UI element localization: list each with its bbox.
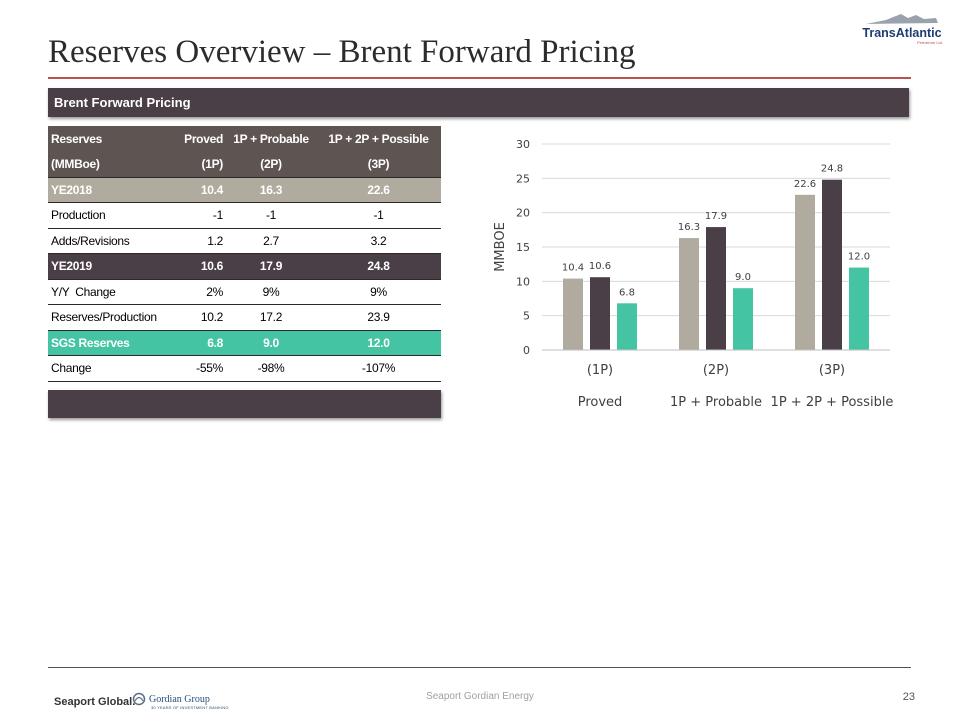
x-category-label: (2P) (703, 363, 729, 378)
bar-ye2019 (590, 277, 610, 350)
table-cell: 16.3 (226, 177, 316, 203)
table-cell: 17.9 (226, 253, 316, 280)
table-cell: 9% (316, 279, 441, 305)
section-header: Brent Forward Pricing (48, 88, 909, 117)
y-tick-label: 10 (516, 275, 530, 288)
table-cell: 10.2 (166, 304, 226, 331)
table-cell: 24.8 (316, 253, 441, 280)
header-cell: Proved (166, 126, 226, 152)
gordian-group-tagline: 30 YEARS OF INVESTMENT BANKING (151, 705, 229, 710)
table-row-yy-change: Y/Y Change 2% 9% 9% (48, 279, 441, 305)
bar-sgs-reserves (617, 303, 637, 350)
transatlantic-logo: TransAtlantic Petroleum Ltd. (862, 14, 943, 45)
table-row-change: Change -55% -98% -107% (48, 355, 441, 382)
reserves-table: Reserves Proved 1P + Probable 1P + 2P + … (48, 126, 441, 382)
data-label: 16.3 (678, 222, 700, 233)
header-cell: 1P + Probable (226, 126, 316, 152)
table-cell: 22.6 (316, 177, 441, 203)
table-subheader-row: (MMBoe) (1P) (2P) (3P) (48, 151, 441, 178)
logo-text: TransAtlantic (862, 26, 941, 40)
seaport-global-logo: Seaport Global. (54, 696, 136, 708)
page-number: 23 (902, 691, 915, 703)
table-header-row: Reserves Proved 1P + Probable 1P + 2P + … (48, 126, 441, 152)
data-label: 10.4 (562, 263, 584, 274)
table-cell: 3.2 (316, 228, 441, 254)
footer-text: Seaport Gordian Energy (426, 691, 534, 702)
y-tick-label: 5 (523, 310, 530, 323)
table-cell: -107% (316, 355, 441, 382)
data-label: 22.6 (794, 179, 816, 190)
header-cell: (3P) (316, 151, 441, 178)
table-cell: 9.0 (226, 330, 316, 356)
bar-ye2019 (822, 179, 842, 350)
x-category-label: (3P) (819, 363, 845, 378)
header-cell: (MMBoe) (48, 151, 166, 178)
x-category-sublabel: 1P + 2P + Possible (771, 395, 894, 410)
y-tick-label: 20 (516, 207, 530, 220)
table-cell: Y/Y Change (48, 279, 166, 305)
footer-divider (48, 667, 911, 668)
table-footer-bar (48, 390, 441, 418)
table-cell: Change (48, 355, 166, 382)
table-row-reserves-production: Reserves/Production 10.2 17.2 23.9 (48, 304, 441, 331)
data-label: 17.9 (705, 211, 727, 222)
table-cell: -1 (226, 202, 316, 229)
table-cell: 10.4 (166, 177, 226, 203)
y-tick-label: 30 (516, 138, 530, 151)
table-cell: 6.8 (166, 330, 226, 356)
table-cell: -55% (166, 355, 226, 382)
y-tick-label: 25 (516, 172, 530, 185)
bar-ye2018 (679, 238, 699, 350)
header-cell: (2P) (226, 151, 316, 178)
table-cell: 10.6 (166, 253, 226, 280)
bar-ye2018 (795, 194, 815, 350)
data-label: 12.0 (848, 252, 870, 263)
table-cell: 2.7 (226, 228, 316, 254)
table-cell: 2% (166, 279, 226, 305)
data-label: 9.0 (735, 272, 751, 283)
y-axis-label: MMBOE (493, 222, 508, 272)
gordian-group-logo: Gordian Group (149, 694, 210, 705)
table-row-sgs-reserves: SGS Reserves 6.8 9.0 12.0 (48, 330, 441, 356)
table-cell: YE2019 (48, 253, 166, 280)
y-tick-label: 15 (516, 241, 530, 254)
table-cell: -1 (166, 202, 226, 229)
table-cell: YE2018 (48, 177, 166, 203)
table-row-production: Production -1 -1 -1 (48, 202, 441, 229)
logo-subtext: Petroleum Ltd. (917, 40, 943, 45)
table-cell: -1 (316, 202, 441, 229)
table-cell: 1.2 (166, 228, 226, 254)
table-cell: SGS Reserves (48, 330, 166, 356)
title-divider (48, 77, 911, 79)
x-category-label: (1P) (587, 363, 613, 378)
table-cell: 12.0 (316, 330, 441, 356)
table-cell: -98% (226, 355, 316, 382)
table-cell: 23.9 (316, 304, 441, 331)
header-cell: Reserves (48, 126, 166, 152)
table-cell: Production (48, 202, 166, 229)
y-tick-label: 0 (523, 344, 530, 357)
header-cell: (1P) (166, 151, 226, 178)
bar-ye2019 (706, 227, 726, 350)
gordian-knot-icon (132, 692, 146, 706)
data-label: 24.8 (821, 164, 843, 175)
bar-sgs-reserves (849, 267, 869, 350)
header-cell: 1P + 2P + Possible (316, 126, 441, 152)
x-category-sublabel: 1P + Probable (670, 395, 762, 410)
page-title: Reserves Overview – Brent Forward Pricin… (48, 34, 636, 70)
x-category-sublabel: Proved (578, 395, 623, 410)
table-cell: Adds/Revisions (48, 228, 166, 254)
bar-sgs-reserves (733, 288, 753, 350)
table-cell: Reserves/Production (48, 304, 166, 331)
table-cell: 17.2 (226, 304, 316, 331)
data-label: 10.6 (589, 261, 611, 272)
table-row-ye2019: YE2019 10.6 17.9 24.8 (48, 253, 441, 280)
data-label: 6.8 (619, 287, 635, 298)
table-row-ye2018: YE2018 10.4 16.3 22.6 (48, 177, 441, 203)
reserves-bar-chart: 0 5 10 15 20 25 30 MMBOE 10.4 10.6 6.8 (1P) Proved 16… (493, 138, 894, 410)
table-cell: 9% (226, 279, 316, 305)
table-row-adds-revisions: Adds/Revisions 1.2 2.7 3.2 (48, 228, 441, 254)
bar-ye2018 (563, 278, 583, 350)
